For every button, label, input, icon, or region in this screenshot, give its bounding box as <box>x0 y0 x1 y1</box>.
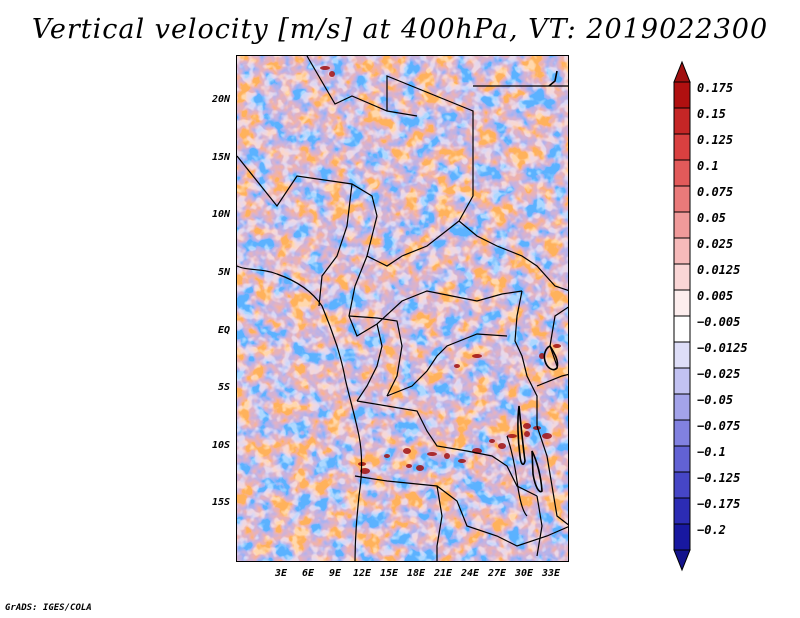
updraft-spot <box>454 364 460 368</box>
colorbar-segment <box>673 419 691 447</box>
colorbar-level-label: −0.025 <box>697 367 741 381</box>
x-tick-label: 15E <box>379 568 399 579</box>
colorbar-segment <box>673 185 691 213</box>
y-tick-label: 10N <box>211 209 230 221</box>
colorbar-level-label: −0.05 <box>697 393 734 407</box>
colorbar-segment <box>673 341 691 369</box>
colorbar-level-label: 0.05 <box>697 211 726 225</box>
lakes-outline <box>517 70 559 493</box>
colorbar-segment <box>673 367 691 395</box>
colorbar-level-label: 0.15 <box>697 107 726 121</box>
y-tick-label: 15N <box>211 151 230 163</box>
updraft-spot <box>507 434 517 438</box>
updraft-spot <box>533 426 541 430</box>
updraft-spot <box>539 353 545 359</box>
colorbar-level-label: 0.075 <box>697 185 734 199</box>
updraft-spot <box>416 465 424 471</box>
colorbar-segment <box>673 523 691 551</box>
updraft-spot <box>458 459 466 463</box>
x-tick-label: 27E <box>487 568 507 579</box>
colorbar-segment <box>673 211 691 239</box>
updraft-spot <box>523 423 531 429</box>
colorbar-level-label: −0.2 <box>697 523 726 537</box>
colorbar-segment <box>673 133 691 161</box>
strong-updraft-spots <box>320 66 561 474</box>
colorbar-segment <box>673 445 691 473</box>
updraft-spot <box>360 468 370 474</box>
y-tick-label: 5S <box>217 382 230 394</box>
x-tick-label: 30E <box>514 568 534 579</box>
x-tick-label: 12E <box>352 568 372 579</box>
colorbar-segment <box>673 107 691 135</box>
updraft-spot <box>542 433 552 439</box>
x-tick-label: 18E <box>406 568 426 579</box>
colorbar-segment <box>673 393 691 421</box>
updraft-spot <box>320 66 330 70</box>
colorbar-segment <box>673 497 691 525</box>
updraft-spot <box>329 71 335 77</box>
colorbar-level-label: −0.0125 <box>697 341 748 355</box>
y-tick-label: 15S <box>211 497 230 509</box>
x-tick-label: 21E <box>433 568 453 579</box>
colorbar-segment <box>673 471 691 499</box>
colorbar-segment <box>673 81 691 109</box>
colorbar-level-label: −0.005 <box>697 315 741 329</box>
colorbar-level-label: −0.175 <box>697 497 741 511</box>
colorbar-segment <box>673 289 691 317</box>
y-tick-label: 20N <box>211 94 230 106</box>
y-tick-label: 5N <box>217 266 230 278</box>
colorbar-segment <box>673 263 691 291</box>
updraft-spot <box>384 454 390 458</box>
colorbar-segment <box>673 237 691 265</box>
colorbar-level-label: 0.175 <box>697 81 734 95</box>
colorbar-top-arrow <box>673 60 691 83</box>
map-panel[interactable] <box>236 55 569 562</box>
updraft-spot <box>498 443 506 449</box>
colorbar-bottom-arrow <box>673 549 691 572</box>
updraft-spot <box>427 452 437 456</box>
updraft-spot <box>444 453 450 459</box>
updraft-spot <box>524 431 530 437</box>
colorbar-level-label: −0.075 <box>697 419 741 433</box>
chart-title: Vertical velocity [m/s] at 400hPa, VT: 2… <box>31 14 769 45</box>
colorbar-level-label: 0.025 <box>697 237 734 251</box>
colorbar-segment <box>673 159 691 187</box>
colorbar-level-label: −0.1 <box>697 445 726 459</box>
colorbar-level-label: −0.125 <box>697 471 741 485</box>
updraft-spot <box>472 354 482 358</box>
updraft-spot <box>489 439 495 443</box>
x-tick-label: 3E <box>274 568 288 579</box>
colorbar-segment <box>673 315 691 343</box>
colorbar-level-label: 0.0125 <box>697 263 741 277</box>
updraft-spot <box>553 344 561 348</box>
x-tick-label: 33E <box>541 568 561 579</box>
colorbar-level-label: 0.125 <box>697 133 734 147</box>
country-borders <box>237 56 568 561</box>
updraft-spot <box>403 448 411 454</box>
colorbar-level-label: 0.005 <box>697 289 734 303</box>
x-tick-label: 6E <box>301 568 315 579</box>
y-tick-label: EQ <box>217 324 230 336</box>
x-tick-label: 24E <box>460 568 480 579</box>
x-tick-label: 9E <box>328 568 342 579</box>
y-tick-label: 10S <box>211 439 230 451</box>
velocity-field-map <box>237 56 568 561</box>
grads-credit: GrADS: IGES/COLA <box>5 603 92 613</box>
updraft-spot <box>406 464 412 468</box>
colorbar-level-label: 0.1 <box>697 159 719 173</box>
